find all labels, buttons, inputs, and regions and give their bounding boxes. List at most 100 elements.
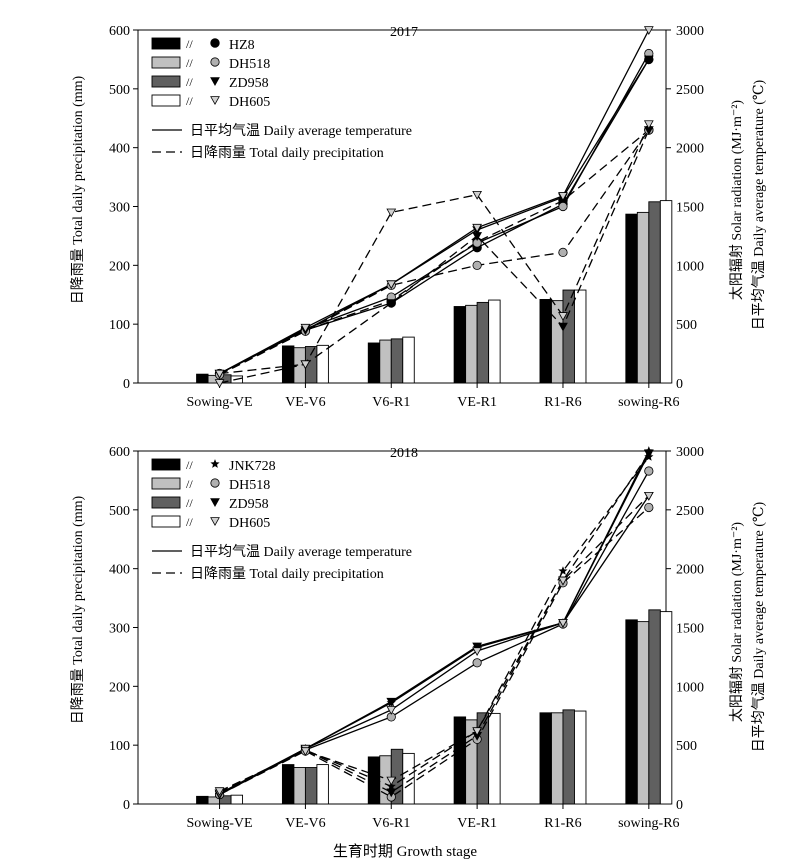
right-axis-label-1: 太阳辐射 Solar radiation (MJ·m⁻²) (729, 100, 745, 301)
left-tick-label: 400 (109, 563, 130, 578)
right-tick-label: 500 (676, 739, 697, 754)
right-axis-label-2-2018: 日平均气温 Daily average temperature (℃) (751, 501, 767, 752)
precipitation-line-DH605 (219, 495, 650, 792)
legend-marker-HZ8-shape (210, 38, 220, 48)
left-tick-label: 600 (109, 24, 130, 39)
bar-DH518-sowing-R6 (636, 211, 650, 384)
right-tick-label: 3000 (676, 445, 704, 460)
legend-swatch-ZD958 (151, 496, 181, 509)
precipitation-point-JNK728-shape (558, 566, 568, 575)
temperature-point-ZD958 (386, 697, 397, 707)
temperature-point-ZD958-shape (472, 642, 483, 652)
legend-label-DH518: DH518 (229, 57, 270, 72)
precipitation-point-JNK728-shape (386, 781, 396, 791)
precipitation-point-JNK728 (558, 566, 568, 575)
bar-ZD958-VE-R1 (476, 301, 490, 384)
temperature-point-DH518 (558, 201, 568, 212)
legend-slash: // (186, 458, 193, 472)
temperature-point-DH605-shape (472, 223, 483, 233)
bar-DH605-V6-R1 (402, 336, 415, 384)
precipitation-point-ZD958 (558, 322, 568, 332)
legend-label-ZD958: ZD958 (229, 497, 269, 512)
precipitation-line-HZ8 (219, 129, 650, 375)
bar-JNK728-VE-R1 (453, 716, 467, 805)
precipitation-point-DH518 (558, 247, 568, 257)
legend-marker-JNK728 (210, 459, 220, 468)
right-tick-label: 2500 (676, 83, 704, 98)
temperature-point-ZD958 (472, 642, 483, 652)
legend-slash: // (186, 477, 193, 491)
bar-HZ8-R1-R6 (539, 299, 552, 384)
right-tick-label: 0 (676, 798, 683, 813)
temperature-point-ZD958-shape (386, 697, 397, 707)
bar-ZD958-sowing-R6 (648, 609, 661, 805)
bar-HZ8-VE-V6 (281, 345, 295, 384)
precipitation-line-JNK728 (219, 456, 650, 793)
temperature-point-DH605-shape (386, 280, 397, 290)
legend-temperature-label: 日平均气温 Daily average temperature (190, 123, 412, 139)
temperature-point-DH518-shape (558, 201, 568, 212)
legend-marker-DH605 (210, 517, 220, 527)
legend-marker-DH518-shape (210, 57, 220, 67)
right-tick-label: 0 (676, 377, 683, 392)
temperature-line-DH518 (219, 470, 650, 796)
legend-precipitation-label: 日降雨量 Total daily precipitation (190, 566, 384, 582)
temperature-point-DH605 (214, 369, 225, 379)
legend-label-ZD958: ZD958 (229, 76, 269, 91)
left-tick-label: 0 (123, 798, 130, 813)
precipitation-point-DH605-shape (472, 727, 483, 737)
bar-DH518-V6-R1 (379, 339, 392, 384)
precipitation-point-DH605 (300, 747, 311, 757)
precipitation-point-DH605 (643, 120, 654, 130)
bar-DH605-R1-R6 (574, 710, 587, 805)
left-tick-label: 200 (109, 259, 130, 274)
x-tick-label: VE-V6 (285, 816, 325, 831)
precipitation-point-DH605 (558, 576, 568, 586)
x-tick-label: R1-R6 (544, 395, 581, 410)
legend-label-DH605: DH605 (229, 95, 270, 110)
panel-2017: 2017 0 100 200 300 400 500 600 0 500 1000 1500 2000 2… (109, 24, 704, 410)
temperature-point-DH605-shape (386, 706, 397, 715)
precipitation-point-DH605-shape (214, 787, 225, 797)
legend-swatch-DH605 (151, 515, 181, 528)
x-tick-label: VE-R1 (457, 395, 497, 410)
legend-slash: // (186, 75, 193, 89)
precipitation-point-DH518-shape (644, 502, 654, 513)
precipitation-point-ZD958-shape (386, 788, 397, 798)
right-tick-label: 2000 (676, 142, 704, 157)
precipitation-point-DH605 (300, 360, 311, 370)
bar-DH518-sowing-R6 (636, 621, 650, 805)
bar-HZ8-V6-R1 (367, 342, 381, 384)
x-tick-label: sowing-R6 (618, 816, 679, 831)
left-axis-label: 日降雨量 Total daily precipitation (mm) (70, 75, 86, 304)
legend-marker-ZD958 (210, 77, 220, 87)
precipitation-point-DH518 (472, 260, 482, 270)
legend-marker-HZ8 (210, 38, 220, 48)
precipitation-line-ZD958 (219, 129, 650, 375)
bar-DH518-VE-V6 (293, 767, 306, 805)
precipitation-line-DH605 (219, 123, 650, 384)
legend-marker-DH605-shape (210, 96, 220, 106)
left-tick-label: 300 (109, 201, 130, 216)
legend-marker-DH518 (210, 57, 220, 67)
temperature-point-DH518-shape (472, 658, 482, 668)
temperature-line-DH605 (219, 29, 650, 375)
precipitation-point-DH605 (214, 787, 225, 797)
legend-label-JNK728: JNK728 (229, 459, 276, 474)
precipitation-point-DH605-shape (386, 208, 397, 218)
legend-marker-DH605-shape (210, 517, 220, 527)
precipitation-point-DH605-shape (643, 491, 654, 501)
precipitation-point-DH605-shape (300, 747, 311, 757)
bar-DH605-Sowing-VE (230, 794, 244, 805)
precipitation-point-DH518 (644, 502, 654, 513)
precipitation-point-ZD958 (643, 449, 654, 459)
temperature-point-DH605-shape (472, 647, 483, 657)
bar-HZ8-Sowing-VE (196, 373, 209, 384)
left-tick-label: 500 (109, 504, 130, 519)
precipitation-point-DH605 (558, 312, 568, 321)
precipitation-point-ZD958-shape (643, 449, 654, 459)
temperature-point-DH605 (386, 280, 397, 290)
panel-title: 2017 (390, 25, 418, 40)
left-tick-label: 0 (123, 377, 130, 392)
legend-marker-ZD958-shape (210, 77, 220, 87)
